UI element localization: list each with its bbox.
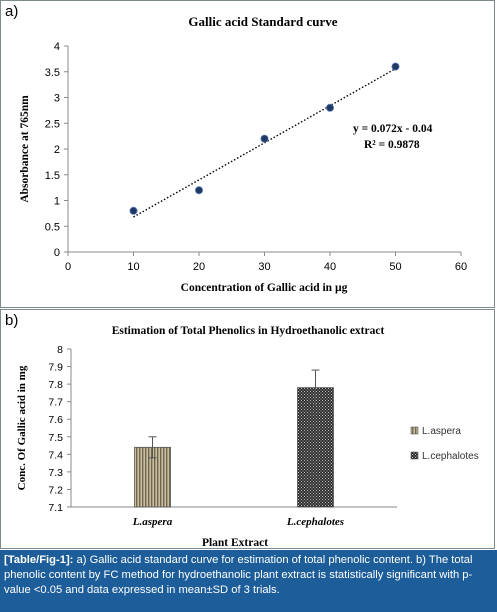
chart-b-title: Estimation of Total Phenolics in Hydroet… [112, 325, 385, 337]
caption-text: a) Gallic acid standard curve for estima… [4, 554, 473, 596]
data-point [260, 134, 269, 143]
y-tick-label: 3 [54, 93, 60, 105]
x-tick-label: 60 [455, 261, 467, 273]
trendline [133, 68, 396, 218]
chart-a-y-label: Absorbance at 765nm [19, 95, 31, 203]
y-tick-label: 7.1 [48, 502, 63, 514]
chart-a-x-label: Concentration of Gallic acid in µg [181, 282, 348, 294]
chart-b-x-label: Plant Extract [202, 537, 268, 549]
chart-a-title: Gallic acid Standard curve [188, 14, 337, 29]
panel-a-label: a) [5, 3, 19, 20]
trendline-equation: y = 0.072x - 0.04 [353, 123, 433, 135]
y-tick-label: 7.6 [48, 414, 63, 426]
y-tick-label: 1 [54, 196, 60, 208]
chart-b-y-label: Conc. Of Gallic acid in mg [16, 365, 28, 490]
legend-label: L.aspera [422, 426, 461, 437]
panel-a: a) Gallic acid Standard curve 0 0.5 1 1.5 2 2… [0, 0, 495, 308]
caption-tag: [Table/Fig-1]: [4, 554, 74, 566]
bar [297, 387, 334, 508]
x-tick-label: 50 [389, 261, 401, 273]
legend-label: L.cephalotes [422, 451, 479, 462]
legend-swatch [410, 451, 419, 460]
phenolics-bar-chart: Estimation of Total Phenolics in Hydroet… [16, 325, 479, 549]
data-point [391, 62, 400, 71]
y-tick-label: 7.2 [48, 484, 63, 496]
panel-b-label: b) [5, 312, 19, 329]
x-tick-label: 40 [324, 261, 336, 273]
y-tick-label: 7.4 [48, 449, 63, 461]
y-tick-label: 1.5 [45, 170, 60, 182]
standard-curve-chart: Gallic acid Standard curve 0 0.5 1 1.5 2 2.5 3… [19, 14, 467, 294]
y-tick-label: 2 [54, 144, 60, 156]
y-tick-label: 3.5 [45, 67, 60, 79]
y-tick-label: 7.7 [48, 397, 63, 409]
x-tick-label: 10 [127, 261, 139, 273]
x-tick-label: 0 [65, 261, 71, 273]
figure-caption: [Table/Fig-1]: a) Gallic acid standard c… [0, 550, 497, 612]
y-tick-label: 0 [54, 247, 60, 259]
panel-b: b) Estimation of Total Phenolics in Hydr… [0, 309, 495, 549]
y-tick-label: 7.3 [48, 467, 63, 479]
x-tick-label: 30 [258, 261, 270, 273]
y-tick-label: 8 [57, 344, 63, 356]
category-label: L.cephalotes [286, 516, 344, 528]
y-tick-label: 0.5 [45, 221, 60, 233]
r-squared-label: R² = 0.9878 [364, 139, 420, 151]
y-tick-label: 7.9 [48, 362, 63, 374]
category-label: L.aspera [132, 516, 173, 528]
y-tick-label: 7.5 [48, 432, 63, 444]
y-tick-label: 4 [54, 41, 60, 53]
legend-swatch [410, 426, 419, 435]
data-point [325, 103, 334, 112]
data-point [129, 206, 138, 215]
y-tick-label: 7.8 [48, 379, 63, 391]
data-point [194, 186, 203, 195]
x-tick-label: 20 [193, 261, 205, 273]
y-tick-label: 2.5 [45, 118, 60, 130]
